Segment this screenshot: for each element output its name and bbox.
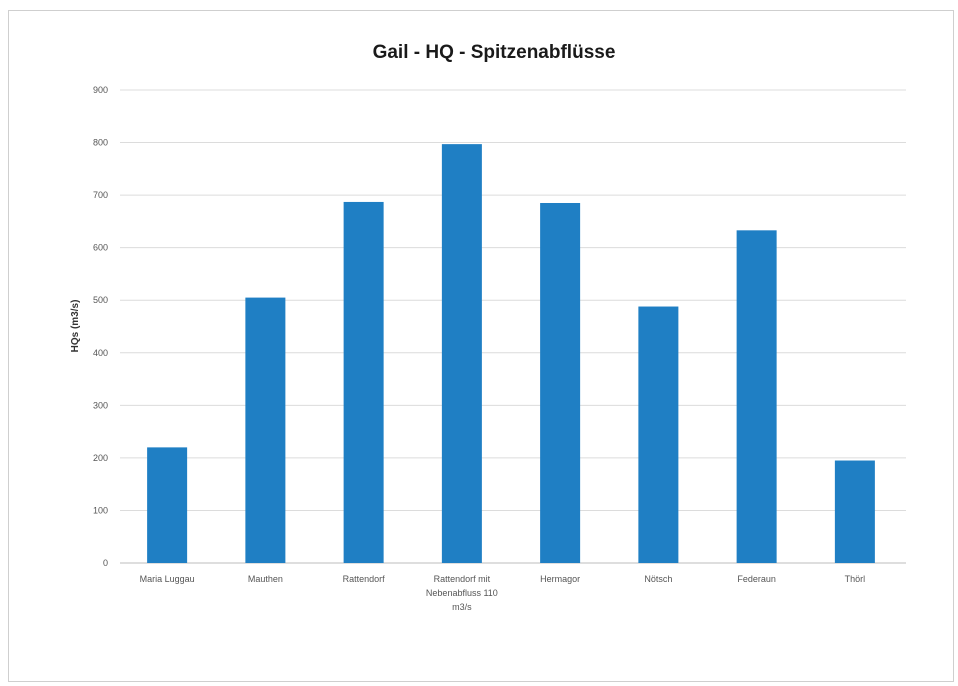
bar: [147, 447, 188, 563]
y-tick-label: 100: [93, 505, 108, 515]
bar: [736, 230, 777, 563]
category-label: Maria Luggau: [140, 574, 195, 584]
bar: [441, 144, 482, 564]
category-label: Nötsch: [644, 574, 672, 584]
y-tick-label: 900: [93, 85, 108, 95]
y-axis-label: HQs (m3/s): [70, 300, 81, 353]
category-label: Rattendorf: [343, 574, 386, 584]
category-labels: Maria Luggau Mauthen Rattendorf Rattendorf …: [140, 574, 866, 612]
category-label: Rattendorf mit Nebenabfluss 110 m3/s: [426, 574, 498, 612]
category-label: Thörl: [845, 574, 866, 584]
bar: [343, 201, 384, 563]
bar: [540, 202, 581, 563]
category-label: Hermagor: [540, 574, 580, 584]
gridlines: [120, 89, 906, 564]
category-label: Mauthen: [248, 574, 283, 584]
y-tick-label: 800: [93, 138, 108, 148]
y-tick-label: 300: [93, 400, 108, 410]
y-tick-label: 200: [93, 453, 108, 463]
y-tick-label: 700: [93, 190, 108, 200]
bar: [638, 306, 679, 563]
bar: [245, 297, 286, 563]
bar: [834, 460, 875, 563]
y-tick-label: 400: [93, 348, 108, 358]
y-tick-labels: 0 100 200 300 400 500 600 700 800 900: [93, 85, 108, 568]
bars: [147, 144, 875, 564]
y-tick-label: 0: [103, 558, 108, 568]
chart-title: Gail - HQ - Spitzenabflüsse: [373, 42, 616, 63]
y-tick-label: 500: [93, 295, 108, 305]
category-label: Federaun: [737, 574, 776, 584]
y-tick-label: 600: [93, 243, 108, 253]
